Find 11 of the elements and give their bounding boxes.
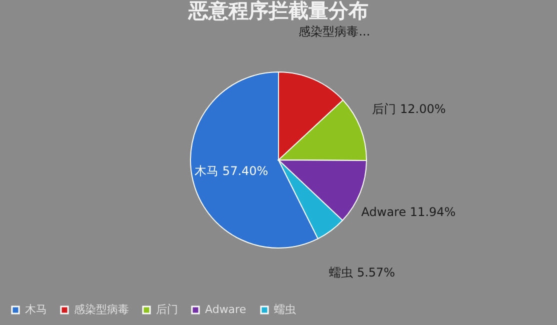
legend-label: Adware [205,302,246,316]
legend-label: 感染型病毒 [74,302,129,316]
legend-label: 蠕虫 [274,302,296,316]
data-label: 感染型病毒... [298,24,370,39]
legend-label: 木马 [25,302,47,316]
data-label: 蠕虫 5.57% [329,265,396,280]
chart-title: 恶意程序拦截量分布 [188,0,368,23]
data-label: Adware 11.94% [361,205,456,220]
data-label: 后门 12.00% [372,102,446,116]
legend-label: 后门 [156,302,178,316]
data-label: 木马 57.40% [194,164,268,178]
